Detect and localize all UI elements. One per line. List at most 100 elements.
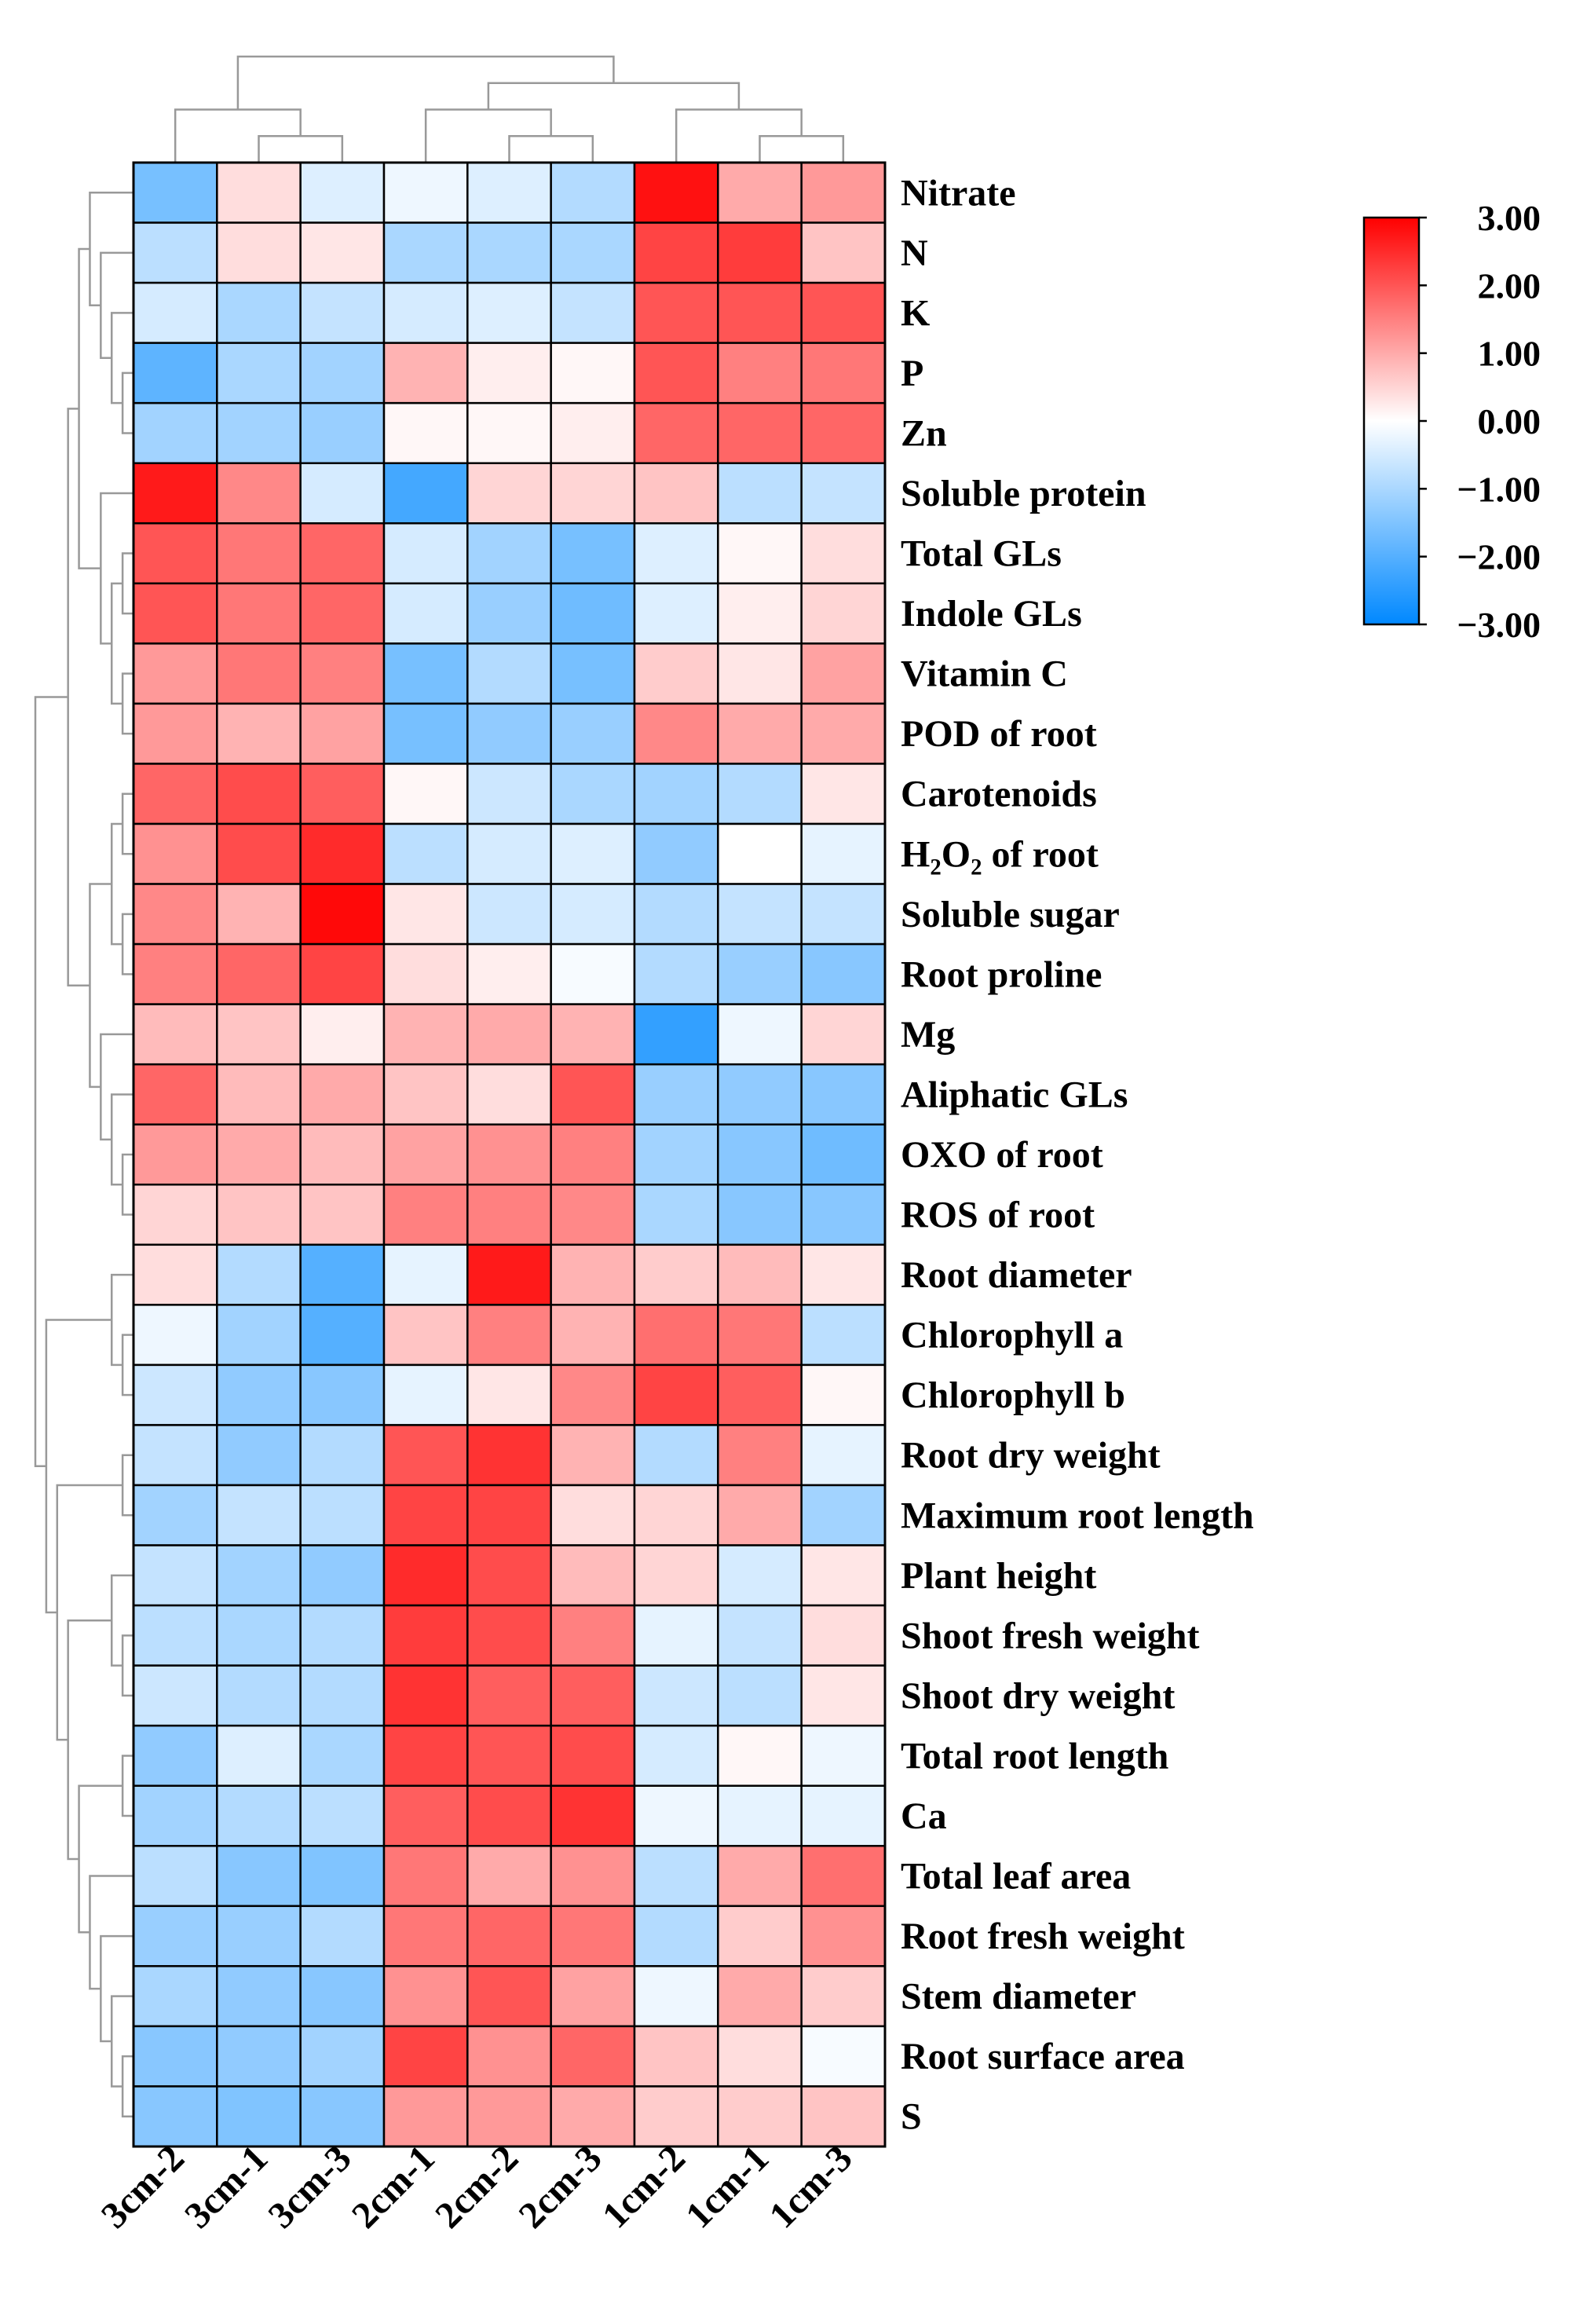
heatmap-cell — [382, 1304, 469, 1367]
heatmap-cell — [800, 1724, 887, 1787]
row-label: Carotenoids — [901, 774, 1097, 815]
heatmap-cell — [382, 822, 469, 885]
heatmap-cell — [550, 1184, 636, 1246]
heatmap-cell — [717, 1724, 803, 1787]
row-label: Root fresh weight — [901, 1916, 1185, 1957]
heatmap-cell — [132, 2085, 218, 2148]
heatmap-cell — [466, 1243, 552, 1306]
row-label: Shoot fresh weight — [901, 1615, 1199, 1656]
heatmap-cell — [550, 1905, 636, 1967]
column-dendrogram — [174, 55, 845, 163]
dendrogram-link — [121, 1153, 133, 1216]
row-label: Root surface area — [901, 2036, 1185, 2077]
colorbar-tick-label: 3.00 — [1478, 198, 1541, 238]
heatmap-cell — [550, 522, 636, 585]
heatmap-cell — [633, 522, 719, 585]
heatmap-cell — [132, 1784, 218, 1847]
heatmap-cell — [800, 281, 887, 344]
heatmap-cell — [800, 522, 887, 585]
heatmap-cell — [800, 942, 887, 1005]
heatmap-cell — [717, 2025, 803, 2088]
heatmap-cell — [299, 1664, 386, 1727]
heatmap-cell — [382, 2025, 469, 2088]
heatmap-cell — [633, 1003, 719, 1066]
dendrogram-link — [100, 1934, 133, 2043]
heatmap-cell — [466, 822, 552, 885]
heatmap-cell — [633, 2085, 719, 2148]
heatmap-cell — [216, 401, 302, 464]
heatmap-cell — [382, 1905, 469, 1967]
heatmap-cell — [299, 942, 386, 1005]
heatmap-cell — [382, 1063, 469, 1125]
heatmap-cell — [800, 462, 887, 525]
heatmap-cell — [382, 1484, 469, 1546]
heatmap-cell — [382, 1243, 469, 1306]
row-label: POD of root — [901, 713, 1097, 755]
heatmap-cell — [382, 582, 469, 645]
heatmap-cell — [299, 1724, 386, 1787]
heatmap-cell — [382, 1845, 469, 1908]
heatmap-cell — [550, 1965, 636, 2028]
heatmap-cell — [382, 2085, 469, 2148]
dendrogram-link — [78, 1784, 123, 1934]
heatmap-cell — [466, 161, 552, 224]
heatmap-cell — [550, 582, 636, 645]
dendrogram-link — [67, 408, 90, 986]
heatmap-cell — [466, 1965, 552, 2028]
heatmap-cell — [132, 1243, 218, 1306]
heatmap-cell — [382, 462, 469, 525]
heatmap-cell — [299, 281, 386, 344]
dendrogram-link — [121, 1755, 133, 1817]
dendrogram-link — [100, 1033, 133, 1141]
heatmap-cell — [382, 763, 469, 825]
heatmap-cell — [800, 1544, 887, 1607]
heatmap-cell — [466, 462, 552, 525]
heatmap-cell — [132, 582, 218, 645]
heatmap-cell — [132, 883, 218, 946]
dendrogram-link — [236, 55, 615, 110]
heatmap-cell — [216, 161, 302, 224]
heatmap-cell — [633, 1184, 719, 1246]
heatmap-cell — [216, 1003, 302, 1066]
row-labels: Nitrate NKP Zn Soluble protein Total GLs Indo… — [901, 172, 1254, 2137]
heatmap-cell — [299, 1604, 386, 1667]
heatmap-cell — [633, 1063, 719, 1125]
heatmap-cell — [466, 702, 552, 765]
heatmap-cell — [800, 342, 887, 404]
column-label: 1cm-1 — [678, 2137, 777, 2236]
heatmap-cell — [550, 1123, 636, 1186]
heatmap-cell — [132, 1063, 218, 1125]
dendrogram-link — [121, 792, 133, 855]
heatmap-cell — [216, 1304, 302, 1367]
heatmap-cell — [216, 281, 302, 344]
heatmap-cell — [132, 221, 218, 284]
row-dendrogram — [34, 192, 133, 2117]
heatmap-cell — [550, 1304, 636, 1367]
heatmap-cell — [633, 1304, 719, 1367]
heatmap-cell — [466, 342, 552, 404]
row-label: S — [901, 2096, 922, 2138]
heatmap-cell — [800, 401, 887, 464]
heatmap-cell — [550, 1424, 636, 1487]
heatmap-cell — [633, 401, 719, 464]
heatmap-cell — [132, 161, 218, 224]
heatmap-cell — [717, 161, 803, 224]
heatmap-cell — [466, 2085, 552, 2148]
dendrogram-link — [56, 1484, 123, 1741]
heatmap-cell — [299, 342, 386, 404]
heatmap-cell — [633, 342, 719, 404]
heatmap-cell — [633, 1424, 719, 1487]
column-label: 2cm-3 — [511, 2137, 610, 2236]
heatmap-cell — [717, 702, 803, 765]
heatmap-cell — [633, 221, 719, 284]
row-label: Zn — [901, 412, 947, 454]
row-label: N — [901, 232, 928, 274]
heatmap-cell — [132, 522, 218, 585]
heatmap-cell — [717, 1544, 803, 1607]
heatmap-cell — [800, 1063, 887, 1125]
heatmap-cell — [299, 221, 386, 284]
heatmap-cell — [800, 1784, 887, 1847]
heatmap-cell — [466, 1845, 552, 1908]
heatmap-cell — [299, 1063, 386, 1125]
heatmap-cell — [633, 161, 719, 224]
